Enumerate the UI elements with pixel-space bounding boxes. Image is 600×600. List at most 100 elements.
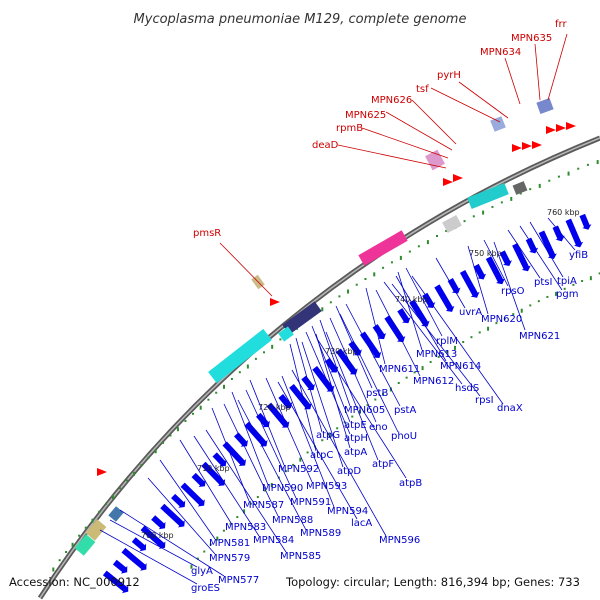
gc-dot	[52, 567, 55, 572]
gc-dot	[351, 415, 354, 418]
gene-label-MPN588: MPN588	[272, 515, 313, 526]
gc-dot	[470, 336, 473, 339]
reverse-gene-arrow	[256, 412, 270, 428]
gc-dot	[263, 489, 266, 492]
leader-line	[405, 267, 443, 337]
gc-dot	[478, 331, 481, 334]
leader-line	[365, 287, 386, 365]
leader-line	[547, 33, 568, 101]
feature-box	[282, 301, 322, 335]
feature-box	[85, 519, 107, 541]
gc-dot	[140, 464, 143, 467]
leader-line	[305, 331, 351, 435]
accession-text: Accession: NC_000912	[9, 575, 140, 589]
gc-dot	[491, 205, 494, 208]
gc-dot	[215, 391, 218, 394]
leader-line	[315, 333, 351, 449]
gc-dot	[71, 542, 74, 547]
feature-box	[358, 230, 408, 266]
gene-label-hsdS: hsdS	[455, 383, 479, 394]
gc-dot	[555, 291, 558, 296]
leader-line	[289, 343, 317, 452]
gene-label-atpC: atpC	[310, 450, 333, 461]
gc-dot	[382, 266, 385, 269]
gc-dot	[321, 307, 324, 312]
reverse-gene-arrow	[359, 331, 382, 358]
reverse-gene-arrow	[112, 559, 128, 574]
gc-dot	[328, 433, 331, 438]
reverse-gene-arrow	[201, 461, 226, 486]
leader-line	[109, 519, 198, 568]
gc-dot	[421, 366, 424, 371]
gene-label-MPN583: MPN583	[225, 522, 266, 533]
reverse-gene-arrow	[266, 402, 290, 428]
gc-dot	[382, 392, 385, 395]
feature-box	[467, 182, 509, 210]
gene-label-rplM: rplM	[436, 336, 458, 347]
leader-line	[383, 281, 463, 385]
gc-dot	[270, 483, 273, 488]
gc-dot	[292, 463, 295, 466]
gc-dot	[254, 357, 257, 360]
gene-label-MPN634: MPN634	[480, 47, 521, 58]
feature-box	[278, 326, 294, 342]
gene-label-MPN587: MPN587	[243, 500, 284, 511]
gene-label-MPN593: MPN593	[306, 481, 347, 492]
gc-dot	[397, 382, 400, 385]
gene-label-MPN584: MPN584	[253, 535, 294, 546]
gc-dot	[196, 557, 199, 560]
gc-dot	[65, 550, 68, 553]
gc-dot	[567, 171, 570, 176]
gc-dot	[133, 471, 136, 476]
reverse-gene-arrow	[552, 225, 565, 242]
leader-line	[329, 317, 377, 423]
gene-label-MPN596: MPN596	[379, 535, 420, 546]
gene-label-atpB: atpB	[399, 478, 422, 489]
gene-label-MPN589: MPN589	[300, 528, 341, 539]
gc-dot	[586, 163, 589, 166]
gc-dot	[98, 510, 101, 513]
gene-label-atpA: atpA	[344, 447, 367, 458]
genome-summary-text: Topology: circular; Length: 816,394 bp; …	[285, 575, 580, 589]
gc-dot	[284, 470, 287, 473]
leader-line	[375, 289, 421, 377]
gc-dot	[321, 439, 324, 442]
reverse-gene-arrow	[447, 278, 461, 294]
leader-line	[504, 57, 521, 105]
leader-line	[147, 477, 216, 555]
gc-dot	[246, 364, 249, 369]
leader-line	[397, 271, 423, 351]
leader-line	[237, 399, 307, 531]
tick-label: 760 kbp	[547, 208, 580, 217]
gc-dot	[537, 300, 540, 303]
reverse-gene-arrow	[397, 308, 411, 324]
forward-gene-arrow	[97, 468, 107, 476]
forward-labels: pmsR deaD rpmB MPN625 MPN626 tsf pyrH MP…	[193, 19, 567, 239]
gc-dot	[184, 419, 187, 422]
gc-dot	[437, 355, 440, 358]
gc-dot	[118, 487, 121, 490]
leader-line	[295, 337, 323, 433]
gene-label-rpsO: rpsO	[501, 286, 525, 297]
leader-line	[249, 379, 285, 466]
gc-dot	[203, 550, 206, 553]
gene-label-eno: eno	[369, 422, 388, 433]
gene-label-pmsR: pmsR	[193, 228, 221, 239]
gc-dot	[230, 377, 233, 380]
tick-label: 720 kbp	[258, 403, 291, 412]
feature-boxes	[74, 97, 554, 556]
gc-dot	[373, 272, 376, 277]
leader-line	[179, 439, 232, 524]
gc-dot	[472, 215, 475, 218]
reverse-gene-arrow	[278, 394, 293, 409]
gc-dot	[190, 564, 193, 569]
leader-line	[99, 529, 198, 585]
leader-line	[345, 303, 401, 407]
gene-label-phoU: phoU	[391, 431, 417, 442]
leader-line	[335, 305, 373, 389]
tick-label: 730 kbp	[325, 347, 358, 356]
gene-label-tpiA: tpiA	[557, 276, 577, 287]
leader-line	[159, 459, 216, 540]
reverse-gene-arrow	[579, 213, 592, 230]
